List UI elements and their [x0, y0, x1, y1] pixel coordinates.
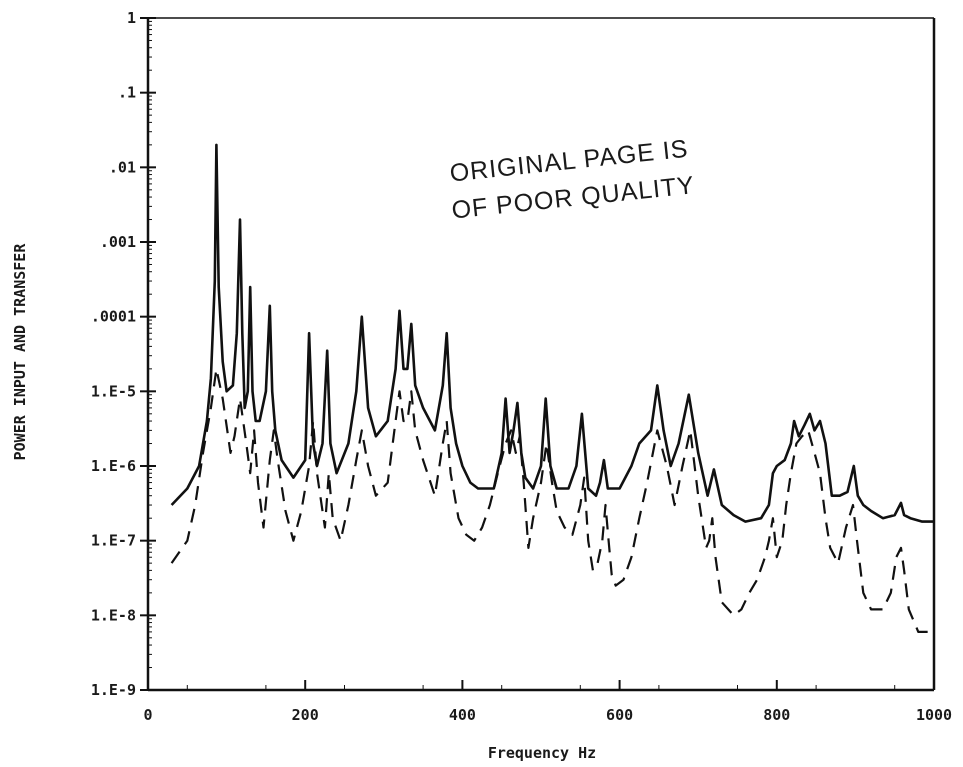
y-axis: 1 .1 .01 .001 .0001 1.E-5 1.E-6 1.E-7 1.E-8 1.E-9: [91, 9, 156, 699]
y-tick-label: 1: [127, 9, 136, 27]
y-tick-label: 1.E-6: [91, 457, 136, 475]
y-tick-label: 1.E-7: [91, 532, 136, 550]
x-tick-label: 400: [449, 706, 476, 724]
y-tick-label: 1.E-8: [91, 606, 136, 624]
x-axis-title: Frequency Hz: [488, 744, 596, 762]
y-axis-title: POWER INPUT AND TRANSFER: [11, 243, 29, 461]
series-line-dashed: [170, 367, 934, 633]
x-tick-label: 600: [606, 706, 633, 724]
y-tick-label: .1: [118, 84, 136, 102]
y-tick-label: .01: [109, 158, 136, 176]
x-tick-label: 1000: [916, 706, 952, 724]
x-tick-label: 200: [292, 706, 319, 724]
stamp-annotation: ORIGINAL PAGE IS OF POOR QUALITY: [448, 135, 696, 225]
x-tick-label: 800: [763, 706, 790, 724]
y-tick-label: .001: [100, 233, 136, 251]
y-tick-label: .0001: [91, 308, 136, 326]
y-tick-label: 1.E-5: [91, 382, 136, 400]
y-tick-label: 1.E-9: [91, 681, 136, 699]
series-line-solid: [170, 143, 934, 523]
plot-frame: [146, 17, 936, 692]
x-axis: 0 200 400 600 800 1000: [143, 680, 952, 724]
series-layer: [170, 143, 934, 633]
x-tick-label: 0: [143, 706, 152, 724]
